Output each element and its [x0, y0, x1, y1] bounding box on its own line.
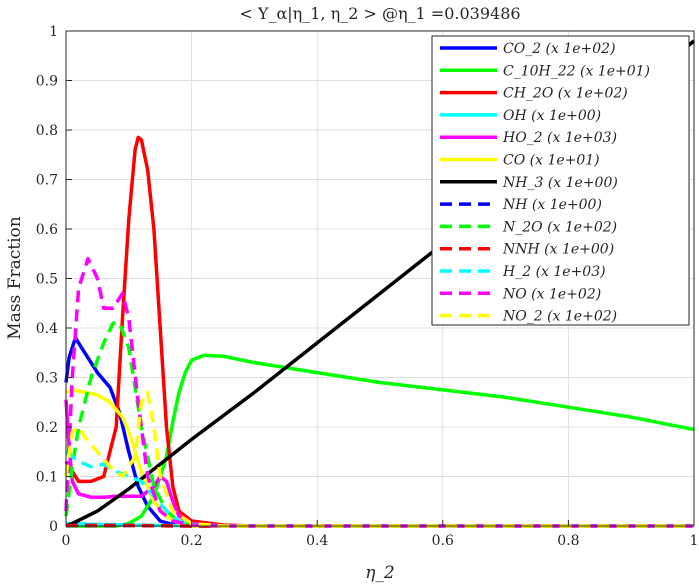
x-tick-label: 1	[690, 533, 699, 549]
legend-entry: NNH (x 1e+00)	[502, 242, 614, 258]
series-line-2	[64, 135, 694, 528]
x-axis-ticks: 0 0.2 0.4 0.6 0.8 1	[62, 520, 699, 549]
legend-entry: CO (x 1e+01)	[503, 153, 600, 169]
legend-entry: OH (x 1e+00)	[503, 108, 601, 124]
legend-entry: NO_2 (x 1e+02)	[502, 309, 617, 325]
x-tick-label: 0.8	[557, 533, 579, 549]
y-tick-label: 0.2	[36, 420, 58, 436]
y-tick-label: 0.5	[36, 272, 58, 288]
x-tick-label: 0.6	[432, 533, 454, 549]
x-axis-label: η_2	[365, 563, 395, 583]
legend: CO_2 (x 1e+02) C_10H_22 (x 1e+01) CH_2O (x…	[431, 35, 690, 326]
legend-entry: N_2O (x 1e+02)	[502, 219, 617, 235]
y-tick-label: 0	[49, 519, 58, 535]
y-tick-label: 0.8	[36, 123, 58, 139]
series-line-12	[64, 390, 694, 528]
legend-entry: NH (x 1e+00)	[502, 197, 602, 213]
series-line-11	[64, 256, 694, 528]
series-line-1	[66, 353, 695, 528]
series-layer	[64, 39, 696, 528]
legend-entry: NO (x 1e+02)	[502, 286, 601, 302]
y-axis-ticks: 0 0.1 0.2 0.3 0.4 0.5 0.6 0.7 0.8 0.9 1	[36, 24, 72, 535]
series-line-8	[64, 321, 694, 528]
y-tick-label: 0.1	[36, 470, 58, 486]
x-tick-label: 0.4	[306, 533, 328, 549]
legend-entry: CO_2 (x 1e+02)	[503, 41, 616, 57]
y-tick-label: 0.7	[36, 173, 58, 189]
y-tick-label: 0.6	[36, 222, 58, 238]
legend-entry: H_2 (x 1e+03)	[502, 264, 606, 280]
x-tick-label: 0	[62, 533, 71, 549]
y-tick-label: 0.3	[36, 371, 58, 387]
legend-entry: NH_3 (x 1e+00)	[502, 175, 618, 191]
chart-title: < Y_α|η_1, η_2 > @η_1 =0.039486	[239, 4, 520, 23]
y-axis-label: Mass Fraction	[5, 216, 25, 339]
y-tick-label: 1	[49, 24, 58, 40]
legend-entry: CH_2O (x 1e+02)	[503, 86, 628, 102]
y-tick-label: 0.4	[36, 321, 58, 337]
x-tick-label: 0.2	[180, 533, 202, 549]
legend-entry: C_10H_22 (x 1e+01)	[503, 63, 650, 79]
series-line-10	[64, 450, 694, 528]
legend-entry: HO_2 (x 1e+03)	[502, 130, 617, 146]
y-tick-label: 0.9	[36, 74, 58, 90]
